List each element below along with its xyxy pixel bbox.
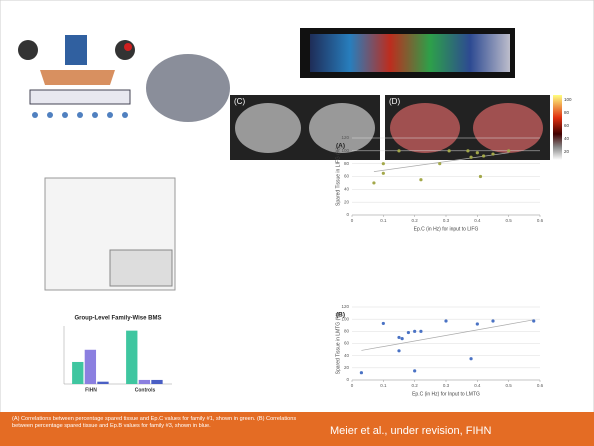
x-tick-label: 0.2: [412, 218, 419, 223]
scatter-point: [469, 357, 472, 360]
scatter-point: [397, 336, 400, 339]
scatter-point: [469, 156, 472, 159]
scatter-point: [382, 172, 385, 175]
scatter-point: [419, 330, 422, 333]
y-tick-label: 40: [344, 353, 350, 358]
x-tick-label: FIHN: [85, 387, 97, 393]
scatter-point: [372, 181, 375, 184]
citation: Meier et al., under revision, FIHN: [330, 425, 491, 437]
scatter-point: [413, 369, 416, 372]
x-tick-label: 0.3: [443, 383, 450, 388]
slide: (C) (D) 10080604020 02040608010012000.10…: [0, 0, 594, 446]
x-tick-label: 0.4: [474, 218, 481, 223]
panel-label: (C): [234, 97, 245, 106]
panel-label: (D): [389, 97, 400, 106]
scatter-point: [444, 319, 447, 322]
y-tick-label: 120: [341, 304, 349, 309]
y-axis-title: Spared Tissue in LMTG (%): [335, 312, 341, 374]
x-tick-label: 0.4: [474, 383, 481, 388]
scatter-point: [413, 330, 416, 333]
x-tick-label: 0.1: [380, 218, 387, 223]
x-axis-title: Ep.C (in Hz) for Input to LMTG: [412, 391, 480, 397]
scatter-point: [382, 322, 385, 325]
scatter-point: [476, 151, 479, 154]
brain-render: [235, 103, 301, 153]
caption: (A) Correlations between percentage spar…: [12, 416, 312, 430]
model-inset: [110, 250, 172, 286]
scatter-point: [419, 178, 422, 181]
bar: [151, 380, 162, 384]
x-tick-label: 0.2: [412, 383, 419, 388]
x-tick-label: 0.5: [506, 218, 513, 223]
x-tick-label: Controls: [135, 387, 156, 393]
scatter-point: [466, 149, 469, 152]
brain-image: [146, 54, 230, 122]
x-tick-label: 0.6: [537, 218, 544, 223]
scatter-point: [507, 149, 510, 152]
x-tick-label: 0.5: [506, 383, 513, 388]
scatter-point: [438, 162, 441, 165]
y-tick-label: 80: [344, 329, 350, 334]
chart-title: Group-Level Family-Wise BMS: [75, 316, 162, 322]
scatter-point: [491, 319, 494, 322]
y-tick-label: 40: [344, 187, 350, 192]
colorbar: [553, 95, 562, 160]
scatter-point: [401, 337, 404, 340]
scatter-point: [360, 371, 363, 374]
scatter-point: [382, 162, 385, 165]
brain-slices-activation: [310, 34, 510, 72]
scatter-point: [479, 175, 482, 178]
bar: [85, 350, 96, 384]
y-tick-label: 20: [344, 199, 350, 204]
scatter-point: [407, 331, 410, 334]
colorbar-tick-label: 80: [564, 110, 570, 115]
bar: [72, 362, 83, 384]
scatter-point: [491, 152, 494, 155]
bar: [126, 331, 137, 384]
colorbar-tick-label: 60: [564, 123, 570, 128]
scatter-point: [476, 322, 479, 325]
colorbar-tick-label: 100: [564, 97, 572, 102]
brain-render: [473, 103, 543, 153]
scatter-point: [532, 319, 535, 322]
bar: [97, 382, 108, 384]
y-tick-label: 120: [341, 135, 349, 140]
colorbar-tick-label: 20: [564, 149, 570, 154]
x-tick-label: 0.1: [380, 383, 387, 388]
scatter-point: [397, 349, 400, 352]
y-tick-label: 20: [344, 365, 350, 370]
brain-render: [390, 103, 460, 153]
y-tick-label: 60: [344, 174, 350, 179]
scatter-point: [397, 149, 400, 152]
y-tick-label: 80: [344, 161, 350, 166]
y-axis-title: Spared Tissue in LIFG (%): [335, 147, 341, 206]
bar: [139, 380, 150, 384]
scatter-point: [482, 154, 485, 157]
y-tick-label: 60: [344, 341, 350, 346]
scatter-point: [448, 149, 451, 152]
slide-canvas: (C) (D) 10080604020 02040608010012000.10…: [0, 0, 594, 446]
colorbar-tick-label: 40: [564, 136, 570, 141]
x-axis-title: Ep.C (in Hz) for input to LIFG: [414, 226, 479, 232]
x-tick-label: 0.3: [443, 218, 450, 223]
x-tick-label: 0.6: [537, 383, 544, 388]
